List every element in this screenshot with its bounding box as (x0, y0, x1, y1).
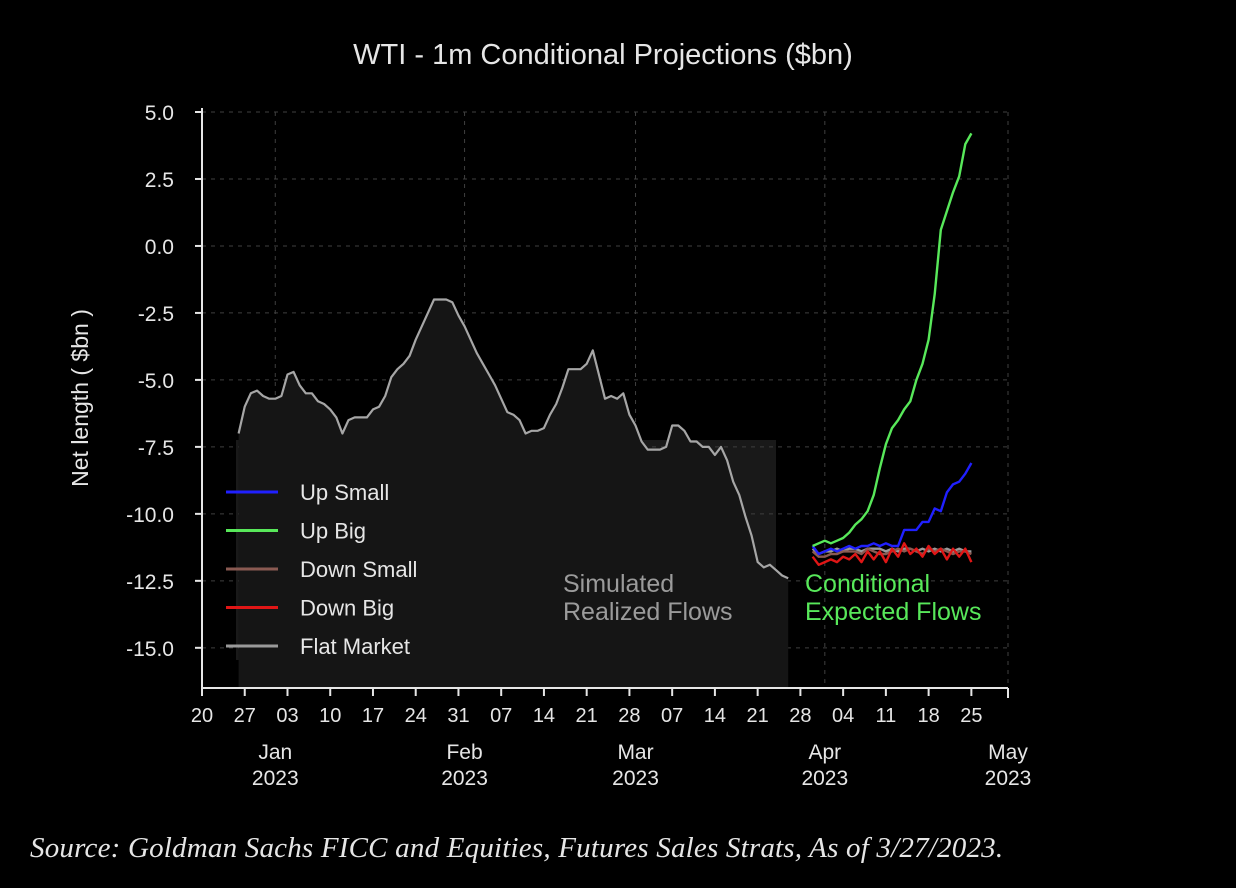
year-label: 2023 (801, 767, 848, 790)
y-tick-label: -5.0 (138, 370, 174, 393)
chart-title: WTI - 1m Conditional Projections ($bn) (353, 39, 853, 71)
x-tick-labels: 20 27 03 10 17 24 31 07 14 21 28 07 14 21 28 04 11 18 25 (191, 705, 983, 727)
x-tick-label: 07 (661, 705, 683, 727)
history-line (237, 298, 789, 580)
x-tick-label: 24 (405, 705, 427, 727)
month-label: May (988, 741, 1028, 764)
month-label: Jan (258, 741, 292, 764)
legend-label-flat-market: Flat Market (300, 634, 410, 659)
x-tick-label: 18 (917, 705, 939, 727)
axes (195, 108, 1009, 698)
annotation-realized-line2: Realized Flows (563, 598, 733, 626)
month-label: Feb (446, 741, 482, 764)
y-tick-label: -2.5 (138, 303, 174, 326)
y-axis-label: Net length ( $bn ) (67, 309, 93, 487)
x-tick-label: 10 (319, 705, 341, 727)
annotation-expected: Conditional Expected Flows (805, 570, 981, 626)
legend: Up Small Up Big Down Small Down Big Flat Mar… (226, 480, 417, 659)
x-tick-label: 31 (447, 705, 469, 727)
annotation-realized-line1: Simulated (563, 570, 674, 598)
legend-label-up-small: Up Small (300, 480, 389, 505)
series-line-down-big (811, 542, 973, 566)
year-label: 2023 (252, 767, 299, 790)
legend-label-down-big: Down Big (300, 596, 394, 621)
legend-label-up-big: Up Big (300, 519, 366, 544)
y-tick-label: -10.0 (126, 504, 174, 527)
year-label: 2023 (612, 767, 659, 790)
history-area (238, 299, 789, 688)
x-tick-label: 04 (832, 705, 854, 727)
y-tick-label: -7.5 (138, 437, 174, 460)
x-tick-label: 21 (747, 705, 769, 727)
x-tick-label: 14 (533, 705, 555, 727)
x-tick-label: 11 (875, 705, 896, 727)
x-tick-label: 21 (576, 705, 598, 727)
month-label: Mar (617, 741, 653, 764)
annotation-realized: Simulated Realized Flows (563, 570, 733, 626)
x-tick-label: 27 (234, 705, 256, 727)
y-tick-label: -12.5 (126, 571, 174, 594)
x-tick-label: 20 (191, 705, 213, 727)
month-labels: Jan 2023 Feb 2023 Mar 2023 Apr 2023 May 2023 (252, 741, 1031, 790)
y-tick-label: 5.0 (145, 102, 174, 125)
x-tick-label: 28 (789, 705, 811, 727)
x-tick-label: 07 (490, 705, 512, 727)
legend-label-down-small: Down Small (300, 557, 417, 582)
projection-chart: WTI - 1m Conditional Projections ($bn) N… (67, 39, 1031, 790)
y-tick-labels: 5.0 2.5 0.0 -2.5 -5.0 -7.5 -10.0 -12.5 -15.0 (126, 102, 174, 661)
y-tick-label: -15.0 (126, 638, 174, 661)
month-label: Apr (808, 741, 841, 764)
year-label: 2023 (985, 767, 1032, 790)
y-tick-label: 2.5 (145, 169, 174, 192)
series-line-up-big (812, 132, 973, 548)
x-tick-label: 17 (362, 705, 384, 727)
annotation-expected-line1: Conditional (805, 570, 930, 598)
y-tick-label: 0.0 (145, 236, 174, 259)
annotation-expected-line2: Expected Flows (805, 598, 981, 626)
history-area-fill (238, 299, 789, 688)
year-label: 2023 (441, 767, 488, 790)
series-lines (237, 132, 973, 580)
x-tick-label: 14 (704, 705, 726, 727)
x-tick-label: 28 (618, 705, 640, 727)
x-tick-label: 03 (276, 705, 298, 727)
source-note: Source: Goldman Sachs FICC and Equities,… (30, 832, 1004, 864)
x-tick-label: 25 (960, 705, 982, 727)
series-line-up-small (811, 462, 973, 556)
